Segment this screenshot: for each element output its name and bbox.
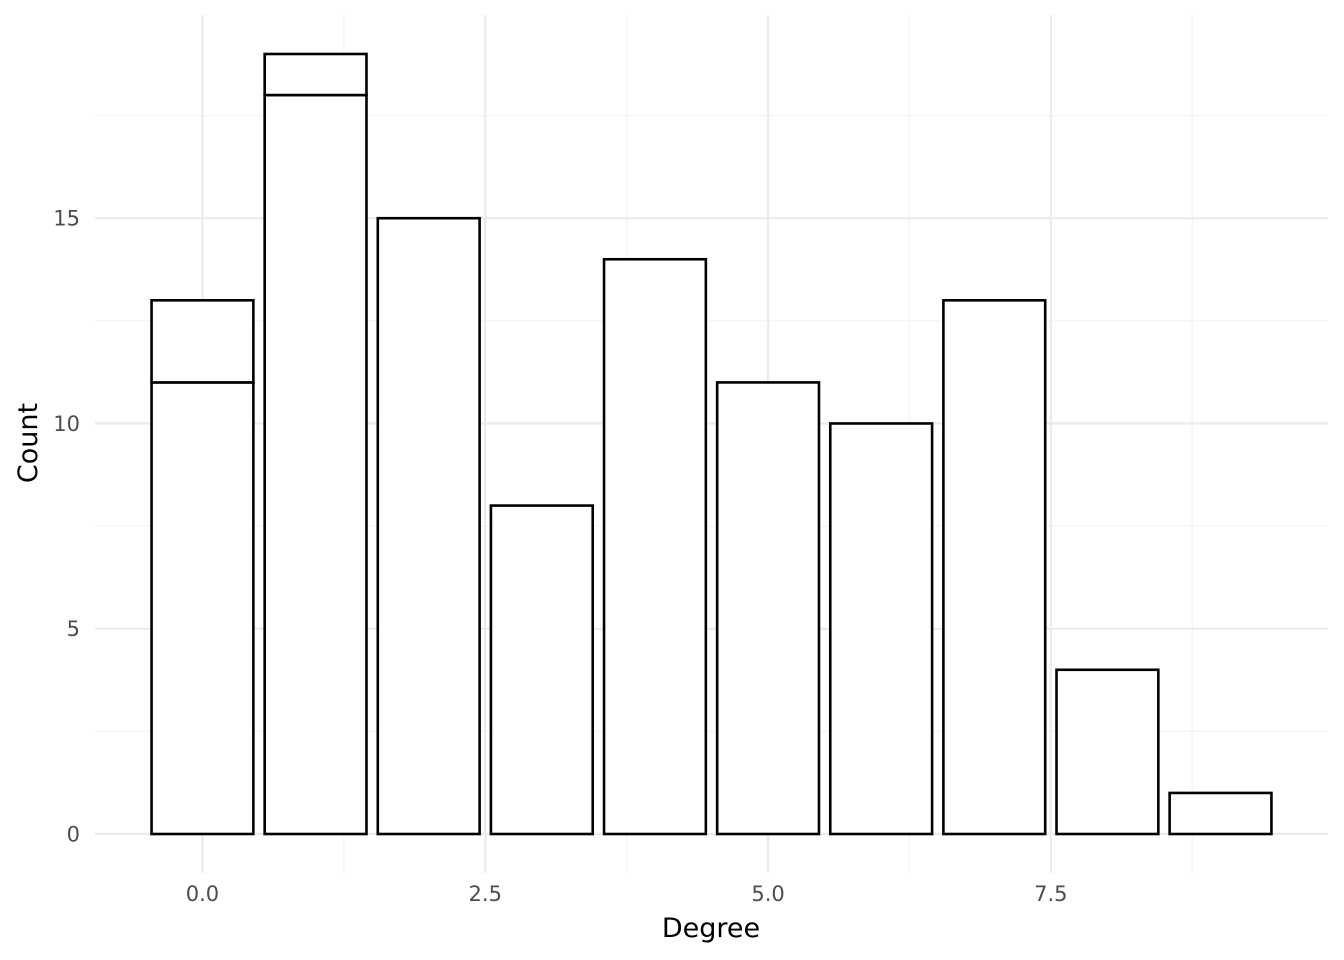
bar xyxy=(150,299,255,836)
bars xyxy=(150,52,1273,836)
bar-segment xyxy=(150,381,255,836)
x-tick-label: 7.5 xyxy=(1034,882,1067,906)
x-tick-label: 5.0 xyxy=(751,882,784,906)
bar xyxy=(1055,668,1160,836)
y-tick-labels: 0 5 10 15 xyxy=(53,207,80,847)
bar-segment xyxy=(1055,668,1160,836)
bar-segment xyxy=(150,299,255,384)
x-tick-label: 0.0 xyxy=(186,882,219,906)
bar xyxy=(715,381,821,836)
bar-segment xyxy=(263,52,368,97)
bar-segment xyxy=(263,93,368,836)
bar-segment xyxy=(376,216,481,836)
x-tick-label: 2.5 xyxy=(469,882,502,906)
bar-segment xyxy=(489,504,595,836)
bar xyxy=(263,52,368,836)
bar-segment xyxy=(1168,791,1273,836)
bar-segment xyxy=(828,422,934,836)
bar xyxy=(828,422,934,836)
bar-segment xyxy=(602,257,708,836)
y-axis-title: Count xyxy=(13,403,44,483)
y-tick-label: 15 xyxy=(53,207,80,231)
bar-segment xyxy=(942,299,1047,836)
x-axis-title: Degree xyxy=(662,913,760,944)
bar xyxy=(602,257,708,836)
y-tick-label: 0 xyxy=(67,823,80,847)
y-tick-label: 10 xyxy=(53,412,80,436)
bar xyxy=(376,216,481,836)
y-tick-label: 5 xyxy=(67,617,80,641)
bar xyxy=(489,504,595,836)
bar-segment xyxy=(715,381,821,836)
bar xyxy=(942,299,1047,836)
bar xyxy=(1168,791,1273,836)
x-tick-labels: 0.0 2.5 5.0 7.5 xyxy=(186,882,1068,906)
